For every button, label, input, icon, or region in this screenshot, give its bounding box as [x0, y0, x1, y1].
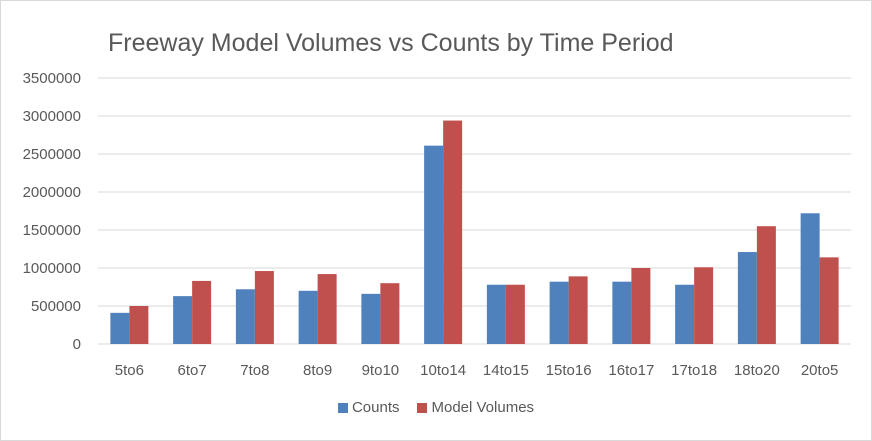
bar-counts	[110, 312, 130, 344]
x-tick-label: 17to18	[671, 362, 717, 379]
bar-model-volumes	[380, 283, 400, 344]
legend-item-model-volumes: Model Volumes	[417, 399, 534, 416]
bar-model-volumes	[819, 257, 839, 344]
x-tick-label: 16to17	[608, 362, 654, 379]
legend-label-counts: Counts	[351, 399, 400, 416]
y-tick-label: 3500000	[23, 70, 81, 87]
x-tick-label: 5to6	[115, 362, 144, 379]
bar-counts	[361, 293, 381, 344]
bar-counts	[298, 290, 318, 344]
x-tick-label: 18to20	[734, 362, 780, 379]
y-tick-label: 1500000	[23, 222, 81, 239]
bar-model-volumes	[129, 306, 149, 344]
y-tick-label: 3000000	[23, 108, 81, 125]
x-tick-label: 9to10	[362, 362, 400, 379]
x-tick-label: 10to14	[420, 362, 466, 379]
bar-counts	[549, 281, 569, 344]
legend-swatch-counts	[337, 402, 348, 413]
y-tick-label: 2000000	[23, 184, 81, 201]
x-tick-label: 7to8	[240, 362, 269, 379]
bar-model-volumes	[694, 267, 714, 344]
bar-model-volumes	[317, 274, 337, 344]
legend-label-model-volumes: Model Volumes	[431, 399, 535, 416]
x-tick-label: 8to9	[303, 362, 332, 379]
bar-counts	[235, 289, 255, 344]
bar-counts	[675, 284, 695, 344]
bar-counts	[424, 145, 444, 344]
x-tick-label: 14to15	[483, 362, 529, 379]
bar-model-volumes	[568, 276, 588, 344]
bar-model-volumes	[505, 284, 525, 344]
bar-counts	[612, 281, 632, 344]
bar-model-volumes	[254, 271, 274, 344]
y-tick-label: 1000000	[23, 260, 81, 277]
chart-title: Freeway Model Volumes vs Counts by Time …	[108, 29, 674, 57]
legend-swatch-model-volumes	[417, 402, 428, 413]
y-tick-label: 2500000	[23, 146, 81, 163]
legend: Counts Model Volumes	[1, 399, 871, 416]
bar-counts	[800, 213, 820, 344]
x-tick-label: 15to16	[546, 362, 592, 379]
x-tick-label: 20to5	[801, 362, 839, 379]
y-tick-label: 0	[73, 336, 81, 353]
bar-counts	[737, 252, 757, 344]
bar-counts	[173, 296, 193, 344]
bar-model-volumes	[756, 226, 776, 344]
bar-model-volumes	[443, 120, 463, 344]
bar-model-volumes	[192, 280, 212, 344]
y-tick-label: 500000	[31, 298, 81, 315]
x-tick-label: 6to7	[178, 362, 207, 379]
bar-counts	[486, 284, 506, 344]
bar-model-volumes	[631, 268, 651, 344]
legend-item-counts: Counts	[337, 399, 400, 416]
